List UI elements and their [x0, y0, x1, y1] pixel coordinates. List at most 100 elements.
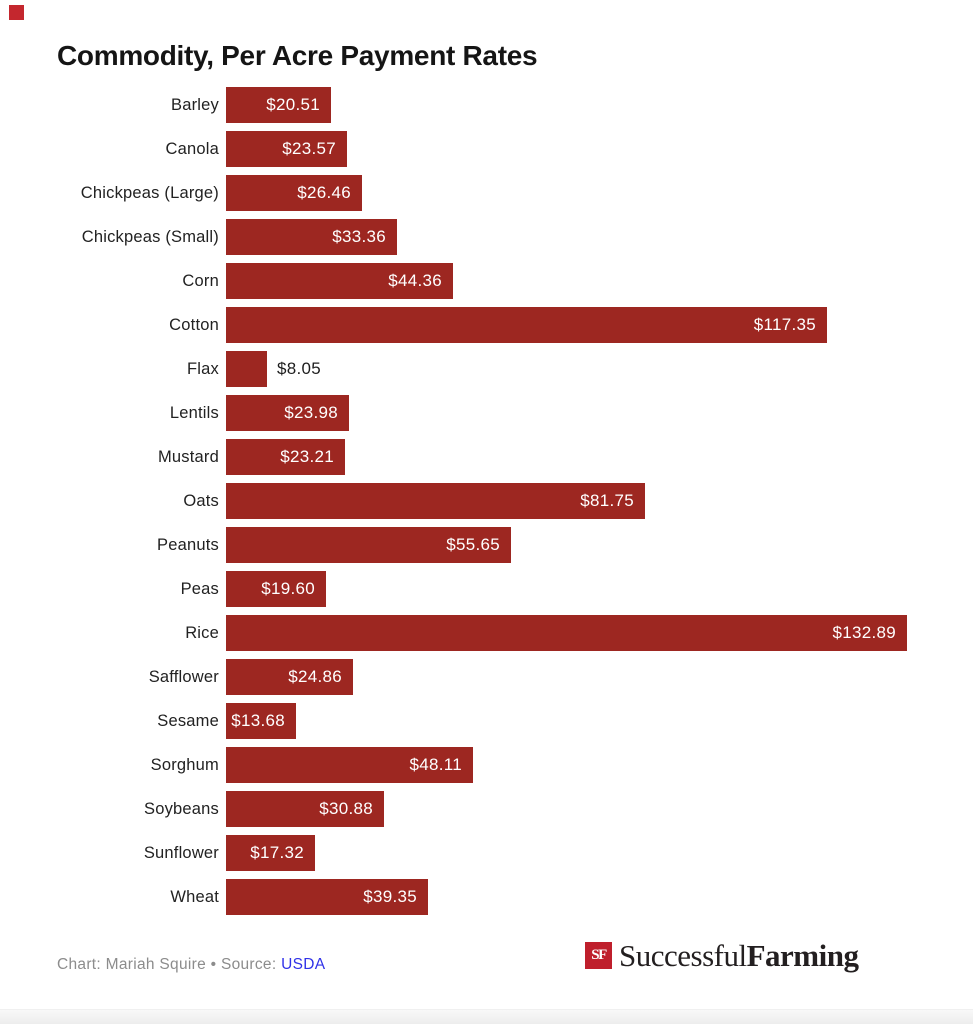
bar: $39.35	[226, 879, 428, 915]
bar: $13.68	[226, 703, 296, 739]
bar-row: Canola $23.57	[0, 131, 973, 167]
bar-value-label: $132.89	[832, 623, 896, 642]
category-label: Oats	[183, 492, 219, 510]
category-label: Sorghum	[150, 756, 219, 774]
sf-logo-icon: SF	[585, 942, 612, 969]
category-label: Safflower	[148, 668, 219, 686]
bar-track: $19.60	[226, 571, 907, 607]
bar-row: Cotton $117.35	[0, 307, 973, 343]
bar: $55.65	[226, 527, 511, 563]
bar-value-label: $13.68	[231, 711, 285, 730]
bar: $44.36	[226, 263, 453, 299]
bar-row: Sesame $13.68	[0, 703, 973, 739]
bar-track: $23.57	[226, 131, 907, 167]
bar-value-label: $33.36	[332, 227, 386, 246]
credit-text: Chart: Mariah Squire • Source:	[57, 956, 277, 973]
bar-row: Peas $19.60	[0, 571, 973, 607]
bar-value-label: $48.11	[409, 755, 462, 774]
category-label: Peanuts	[157, 536, 219, 554]
category-label: Chickpeas (Small)	[81, 228, 219, 246]
bar-value-label: $23.57	[282, 139, 336, 158]
bar-value-label: $20.51	[266, 95, 320, 114]
bar-value-label: $24.86	[288, 667, 342, 686]
bar: $48.11	[226, 747, 473, 783]
category-label: Canola	[165, 140, 219, 158]
bar-track: $24.86	[226, 659, 907, 695]
bar-track: $30.88	[226, 791, 907, 827]
bar-row: Soybeans $30.88	[0, 791, 973, 827]
bar-track: $23.21	[226, 439, 907, 475]
bar-track: $33.36	[226, 219, 907, 255]
category-label: Cotton	[169, 316, 219, 334]
bar-row: Chickpeas (Large) $26.46	[0, 175, 973, 211]
bar-value-label: $30.88	[319, 799, 373, 818]
bar-track: $55.65	[226, 527, 907, 563]
bar-value-label: $23.21	[280, 447, 334, 466]
bar-value-label: $39.35	[363, 887, 417, 906]
bar-track: $8.05	[226, 351, 907, 387]
bar-row: Wheat $39.35	[0, 879, 973, 915]
bar-value-label: $55.65	[446, 535, 500, 554]
logo-word-successful: Successful	[619, 938, 747, 973]
category-label: Chickpeas (Large)	[80, 184, 219, 202]
bar-value-label: $8.05	[277, 359, 322, 378]
bar-track: $23.98	[226, 395, 907, 431]
bar-row: Flax $8.05	[0, 351, 973, 387]
successful-farming-logo: SF SuccessfulFarming	[585, 938, 859, 973]
bar-track: $132.89	[226, 615, 907, 651]
bar-track: $20.51	[226, 87, 907, 123]
bar-value-label: $26.46	[297, 183, 351, 202]
bar-track: $48.11	[226, 747, 907, 783]
bar-value-label: $44.36	[388, 271, 442, 290]
credit-line: Chart: Mariah Squire • Source: USDA	[57, 956, 325, 974]
bar: $17.32	[226, 835, 315, 871]
bar-row: Corn $44.36	[0, 263, 973, 299]
bar-value-label: $117.35	[753, 315, 816, 334]
bar-value-label: $23.98	[284, 403, 338, 422]
bar-row: Sunflower $17.32	[0, 835, 973, 871]
bar-track: $44.36	[226, 263, 907, 299]
bar-track: $39.35	[226, 879, 907, 915]
category-label: Corn	[182, 272, 219, 290]
bar: $33.36	[226, 219, 397, 255]
bar: $30.88	[226, 791, 384, 827]
category-label: Peas	[180, 580, 219, 598]
corner-mark	[9, 5, 24, 20]
category-label: Lentils	[169, 404, 219, 422]
bar-row: Rice $132.89	[0, 615, 973, 651]
bar: $81.75	[226, 483, 645, 519]
bar: $23.98	[226, 395, 349, 431]
bar-row: Barley $20.51	[0, 87, 973, 123]
chart-title: Commodity, Per Acre Payment Rates	[57, 40, 538, 71]
logo-word-farming: Farming	[746, 938, 859, 973]
bar: $20.51	[226, 87, 331, 123]
bar-track: $17.32	[226, 835, 907, 871]
bar-row: Chickpeas (Small) $33.36	[0, 219, 973, 255]
bar-row: Oats $81.75	[0, 483, 973, 519]
bar-value-label: $17.32	[250, 843, 304, 862]
category-label: Sesame	[157, 712, 219, 730]
bar-row: Mustard $23.21	[0, 439, 973, 475]
category-label: Sunflower	[143, 844, 219, 862]
bottom-edge-band	[0, 1009, 973, 1024]
bar	[226, 351, 267, 387]
bar: $24.86	[226, 659, 353, 695]
category-label: Mustard	[157, 448, 219, 466]
category-label: Flax	[187, 360, 219, 378]
category-label: Barley	[171, 96, 219, 114]
bar: $23.57	[226, 131, 347, 167]
bar-row: Sorghum $48.11	[0, 747, 973, 783]
bar-value-label: $81.75	[580, 491, 634, 510]
bar-chart: Barley $20.51 Canola $23.57 Chickpeas (Large…	[0, 87, 973, 923]
bar-row: Safflower $24.86	[0, 659, 973, 695]
bar: $117.35	[226, 307, 827, 343]
bar-track: $117.35	[226, 307, 907, 343]
category-label: Rice	[185, 624, 219, 642]
bar: $26.46	[226, 175, 362, 211]
bar-track: $26.46	[226, 175, 907, 211]
category-label: Soybeans	[144, 800, 219, 818]
bar-row: Peanuts $55.65	[0, 527, 973, 563]
bar: $23.21	[226, 439, 345, 475]
bar: $19.60	[226, 571, 326, 607]
source-link-usda[interactable]: USDA	[281, 956, 326, 973]
